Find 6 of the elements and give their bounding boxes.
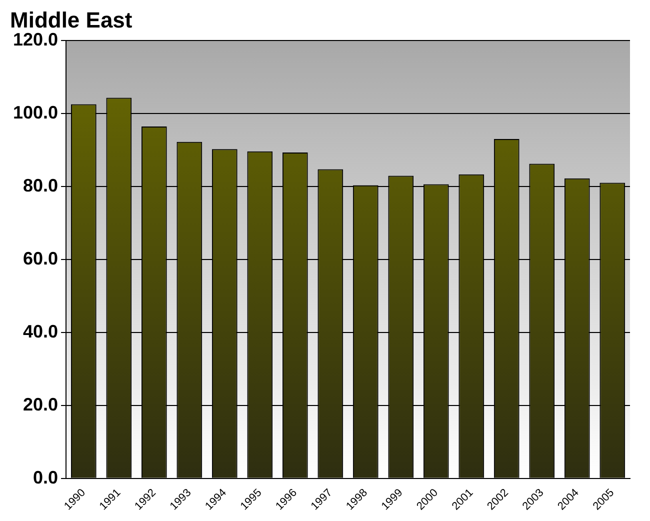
- y-tick-label: 0.0: [33, 467, 58, 488]
- y-tick-label: 60.0: [22, 248, 58, 268]
- y-tick-label: 40.0: [22, 321, 58, 342]
- y-tick-label: 20.0: [22, 394, 58, 414]
- y-tick-label: 100.0: [12, 102, 58, 122]
- y-tick-label: 80.0: [22, 175, 58, 196]
